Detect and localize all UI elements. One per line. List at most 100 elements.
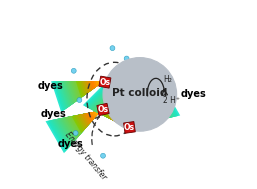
- Polygon shape: [128, 87, 180, 126]
- Polygon shape: [103, 104, 127, 127]
- Polygon shape: [78, 81, 104, 97]
- Polygon shape: [100, 81, 104, 83]
- Polygon shape: [53, 110, 101, 147]
- Polygon shape: [69, 81, 104, 102]
- Polygon shape: [92, 81, 104, 88]
- Polygon shape: [111, 111, 127, 127]
- Polygon shape: [55, 110, 101, 146]
- Polygon shape: [112, 113, 127, 127]
- Polygon shape: [51, 81, 104, 112]
- Polygon shape: [94, 110, 101, 116]
- Polygon shape: [57, 110, 101, 145]
- Bar: [99, 76, 111, 88]
- Polygon shape: [64, 110, 101, 139]
- Text: dyes: dyes: [41, 109, 67, 119]
- Polygon shape: [97, 81, 104, 85]
- Text: dyes: dyes: [58, 139, 84, 149]
- Polygon shape: [109, 110, 127, 127]
- Polygon shape: [128, 121, 135, 126]
- Circle shape: [161, 88, 166, 93]
- Polygon shape: [88, 110, 101, 120]
- Polygon shape: [128, 122, 134, 126]
- Polygon shape: [66, 110, 101, 138]
- Polygon shape: [128, 107, 154, 126]
- Polygon shape: [105, 106, 127, 127]
- Polygon shape: [96, 110, 101, 115]
- Polygon shape: [128, 108, 153, 126]
- Polygon shape: [59, 110, 101, 143]
- Circle shape: [100, 153, 105, 158]
- Polygon shape: [82, 110, 101, 125]
- Polygon shape: [90, 110, 101, 119]
- Polygon shape: [93, 81, 104, 87]
- Polygon shape: [128, 104, 158, 126]
- Polygon shape: [128, 102, 161, 126]
- Polygon shape: [128, 120, 137, 126]
- Polygon shape: [114, 114, 127, 127]
- Polygon shape: [97, 98, 127, 127]
- Polygon shape: [128, 98, 167, 126]
- Circle shape: [110, 46, 115, 51]
- Polygon shape: [53, 81, 104, 111]
- Polygon shape: [81, 110, 101, 126]
- Polygon shape: [128, 124, 132, 126]
- Polygon shape: [128, 112, 148, 126]
- Polygon shape: [83, 84, 127, 127]
- Polygon shape: [86, 81, 104, 91]
- Polygon shape: [118, 119, 127, 127]
- Bar: [124, 122, 135, 133]
- Text: Os: Os: [124, 123, 135, 132]
- Text: Pt colloid: Pt colloid: [112, 88, 168, 98]
- Polygon shape: [100, 101, 127, 127]
- Polygon shape: [128, 105, 156, 126]
- Polygon shape: [95, 81, 104, 86]
- Polygon shape: [95, 95, 127, 127]
- Polygon shape: [90, 81, 104, 89]
- Polygon shape: [49, 110, 101, 150]
- Polygon shape: [97, 110, 101, 113]
- Text: 2 H⁺: 2 H⁺: [163, 96, 180, 105]
- Polygon shape: [121, 122, 127, 127]
- Polygon shape: [68, 110, 101, 136]
- Polygon shape: [128, 103, 160, 126]
- Polygon shape: [128, 109, 151, 126]
- Polygon shape: [90, 91, 127, 127]
- Polygon shape: [84, 85, 127, 127]
- Circle shape: [124, 56, 129, 61]
- Polygon shape: [128, 96, 168, 126]
- Polygon shape: [96, 97, 127, 127]
- Polygon shape: [128, 99, 165, 126]
- Polygon shape: [99, 81, 104, 84]
- Polygon shape: [128, 100, 163, 126]
- Polygon shape: [74, 81, 104, 99]
- Bar: [97, 103, 109, 116]
- Polygon shape: [89, 90, 127, 127]
- Polygon shape: [128, 94, 172, 126]
- Polygon shape: [106, 107, 127, 127]
- Polygon shape: [76, 81, 104, 98]
- Polygon shape: [128, 115, 144, 126]
- Polygon shape: [58, 81, 104, 108]
- Polygon shape: [115, 116, 127, 127]
- Text: H₂: H₂: [163, 75, 172, 84]
- Polygon shape: [102, 81, 104, 82]
- Polygon shape: [125, 126, 127, 127]
- Polygon shape: [79, 110, 101, 128]
- Polygon shape: [119, 120, 127, 127]
- Polygon shape: [62, 81, 104, 106]
- Polygon shape: [85, 110, 101, 123]
- Polygon shape: [51, 110, 101, 149]
- Polygon shape: [55, 81, 104, 110]
- Polygon shape: [60, 81, 104, 107]
- Circle shape: [77, 98, 82, 102]
- Polygon shape: [102, 103, 127, 127]
- Polygon shape: [128, 92, 173, 126]
- Polygon shape: [85, 81, 104, 93]
- Polygon shape: [128, 113, 146, 126]
- Polygon shape: [62, 110, 101, 140]
- Polygon shape: [77, 110, 101, 129]
- Polygon shape: [128, 91, 175, 126]
- FancyArrowPatch shape: [92, 116, 99, 145]
- Polygon shape: [124, 125, 127, 127]
- Polygon shape: [128, 119, 139, 126]
